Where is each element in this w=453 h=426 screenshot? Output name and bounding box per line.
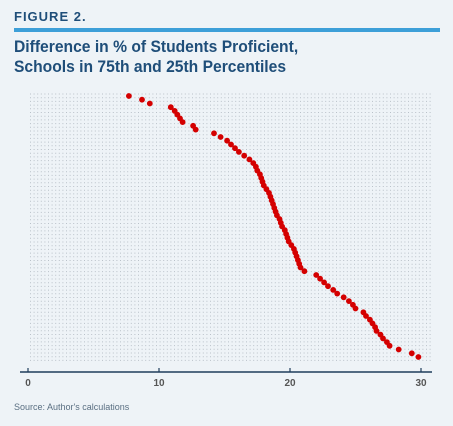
x-tick-label: 10 <box>153 378 165 389</box>
data-point <box>232 145 238 152</box>
chart-title-line-1: Difference in % of Students Proficient, <box>14 37 299 56</box>
data-points <box>125 93 422 360</box>
x-axis: 0 10 20 30 <box>20 368 432 389</box>
x-tick-label: 20 <box>284 378 296 389</box>
source-note: Source: Author's calculations <box>14 402 130 412</box>
data-point <box>125 93 132 99</box>
data-point <box>330 287 337 293</box>
chart-title: Difference in % of Students Proficient, … <box>14 37 400 77</box>
data-point <box>228 141 234 148</box>
data-point <box>317 275 323 282</box>
data-point <box>363 313 369 319</box>
data-point <box>241 152 248 159</box>
data-point <box>340 294 347 301</box>
data-point <box>321 279 327 286</box>
data-point <box>346 298 352 304</box>
data-point <box>139 96 145 103</box>
data-point <box>334 290 341 297</box>
data-point <box>217 134 224 140</box>
data-point <box>408 350 415 357</box>
chart-grid <box>30 93 432 361</box>
data-point <box>373 328 380 334</box>
data-point <box>352 305 359 312</box>
figure-label: FIGURE 2. <box>14 9 87 24</box>
data-point <box>297 264 304 271</box>
data-point <box>179 119 186 125</box>
data-point <box>395 346 402 353</box>
data-point <box>386 342 393 349</box>
data-point <box>246 156 253 163</box>
data-point <box>236 149 242 155</box>
data-point <box>313 272 320 278</box>
chart-title-line-2: Schools in 75th and 25th Percentiles <box>14 57 287 76</box>
data-point <box>325 283 331 290</box>
title-rule <box>14 28 440 32</box>
data-point <box>167 104 174 111</box>
data-point <box>224 137 231 144</box>
x-tick-label: 30 <box>415 378 427 389</box>
x-tick-label: 0 <box>25 378 31 389</box>
data-point <box>415 354 422 360</box>
data-point <box>192 126 199 133</box>
data-point <box>211 130 217 137</box>
data-point <box>380 335 386 342</box>
data-point <box>146 100 153 107</box>
data-point <box>301 268 308 275</box>
